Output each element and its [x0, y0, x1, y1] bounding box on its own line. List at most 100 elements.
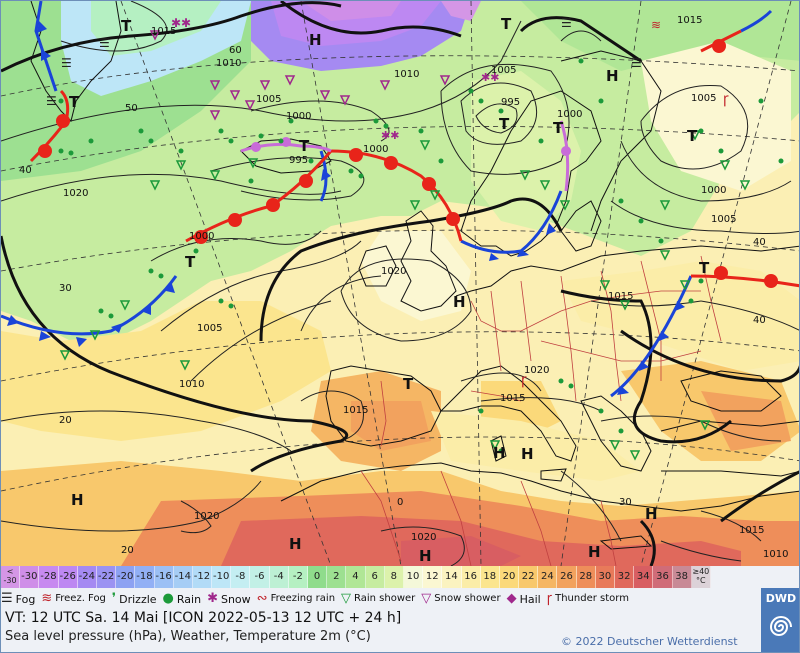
high-pressure-marker: H — [289, 535, 302, 553]
high-pressure-marker: H — [606, 67, 619, 85]
low-pressure-marker: T — [403, 375, 414, 393]
graticule — [1, 1, 799, 566]
svg-text:✱✱: ✱✱ — [171, 16, 191, 30]
high-pressure-marker: H — [453, 293, 466, 311]
legend-item-label: Snow shower — [434, 593, 501, 604]
latitude-label: 50 — [125, 103, 138, 114]
legend-item-label: Drizzle — [119, 592, 157, 606]
drizzle-icon: ❜ — [111, 591, 117, 606]
high-pressure-marker: H — [645, 505, 658, 523]
isobar-label: 1000 — [189, 231, 214, 242]
latitude-label: 40 — [19, 165, 32, 176]
scale-swatch: -6 — [250, 566, 270, 588]
scale-swatch: 2 — [327, 566, 347, 588]
isobar-label: 995 — [501, 97, 520, 108]
isobar-label: 1015 — [739, 525, 764, 536]
scale-swatch: -14 — [173, 566, 193, 588]
latitude-label: 0 — [397, 497, 403, 508]
svg-text:☰: ☰ — [631, 56, 642, 70]
scale-swatch: 20 — [499, 566, 520, 588]
thunderstorm-icon: ꞅ — [546, 591, 553, 606]
isobar-label: 1005 — [256, 94, 281, 105]
latitude-label: 40 — [753, 237, 766, 248]
scale-swatch: 32 — [615, 566, 635, 588]
dwd-spiral-icon — [769, 616, 792, 636]
legend-item-label: Fog — [15, 592, 36, 606]
high-pressure-marker: H — [309, 31, 322, 49]
high-pressure-marker: H — [521, 445, 534, 463]
svg-text:☰: ☰ — [561, 16, 572, 30]
scale-swatch: 36 — [653, 566, 673, 588]
isobars — [1, 1, 799, 566]
isobar-labels: 1015 1010 1005 1000 995 1000 995 1000 1005 1010 10… — [63, 15, 788, 560]
low-pressure-marker: T — [687, 127, 698, 145]
cold-fronts — [1, 1, 773, 398]
isobar-label: 1005 — [197, 323, 222, 334]
hail-icon: ◆ — [506, 591, 517, 606]
snow-icon: ✱ — [207, 591, 218, 606]
high-pressure-marker: H — [588, 543, 601, 561]
low-pressure-marker: T — [553, 119, 564, 137]
legend-item-snow: ✱ Snow — [207, 591, 251, 606]
isobar-label: 1015 — [151, 26, 176, 37]
warm-fronts — [29, 29, 799, 288]
svg-text:☰: ☰ — [46, 94, 57, 108]
low-pressure-marker: T — [185, 253, 196, 271]
scale-swatch: 16 — [461, 566, 481, 588]
low-pressure-marker: T — [501, 15, 512, 33]
isobar-label: 1005 — [691, 93, 716, 104]
svg-text:☰: ☰ — [61, 56, 72, 70]
occluded-fronts — [240, 120, 571, 192]
isobar-label: 1010 — [763, 549, 788, 560]
legend-item-fog: ☰ Fog — [1, 592, 36, 606]
scale-swatch: 12 — [423, 566, 443, 588]
svg-text:≋: ≋ — [651, 18, 661, 32]
isobar-label: 1020 — [194, 511, 219, 522]
high-pressure-marker: H — [71, 491, 84, 509]
scale-swatch: -16 — [154, 566, 174, 588]
isobar-label: 1020 — [411, 532, 436, 543]
legend-item-freezing-rain: ∾ Freezing rain — [256, 591, 336, 606]
scale-swatch: 8 — [384, 566, 404, 588]
legend-item-freezing-fog: ≋ Freez. Fog — [41, 591, 106, 606]
legend-item-label: Freezing rain — [270, 593, 336, 604]
scale-swatch: 10 — [403, 566, 424, 588]
scale-swatch: -10 — [212, 566, 232, 588]
dwd-logo[interactable]: DWD — [761, 588, 799, 652]
isobar-label: 1015 — [343, 405, 368, 416]
isobar-label: 1020 — [381, 266, 406, 277]
rain-icon: ● — [162, 591, 174, 606]
scale-swatch: -26 — [58, 566, 78, 588]
freezing-fog-icon: ≋ — [41, 591, 53, 606]
legend-item-label: Hail — [519, 592, 541, 606]
temperature-colour-scale: < -30 -30 -28 -26 -24 -22 -20 -18 -16 -14 -12 -10 -8… — [1, 566, 799, 588]
scale-swatch: -24 — [77, 566, 97, 588]
legend-item-label: Freez. Fog — [55, 593, 106, 604]
latitude-labels: 60 50 40 30 20 40 40 30 20 0 — [19, 45, 766, 556]
svg-text:ꞅ: ꞅ — [723, 91, 729, 107]
svg-text:✱✱: ✱✱ — [481, 71, 499, 84]
latitude-label: 60 — [229, 45, 242, 56]
scale-swatch: ≥40 °C — [691, 566, 711, 588]
latitude-label: 40 — [753, 315, 766, 326]
isobar-label: 1000 — [286, 111, 311, 122]
isobar-label: 1000 — [363, 144, 388, 155]
svg-text:✱✱: ✱✱ — [381, 129, 399, 142]
isobar-label: 1010 — [216, 58, 241, 69]
copyright-text: © 2022 Deutscher Wetterdienst — [561, 635, 738, 648]
scale-swatch: -22 — [96, 566, 117, 588]
scale-swatch: -18 — [135, 566, 155, 588]
scale-swatch: 14 — [442, 566, 462, 588]
legend-panel: < -30 -30 -28 -26 -24 -22 -20 -18 -16 -14 -12 -10 -8… — [1, 566, 799, 652]
isobar-label: 1015 — [500, 393, 525, 404]
legend-item-snow-shower: ▽ Snow shower — [421, 592, 501, 605]
svg-text:ꞅ: ꞅ — [521, 372, 527, 388]
valid-time-label: VT: 12 UTC Sa. 14 Mai [ICON 2022-05-13 1… — [5, 610, 402, 626]
freezing-rain-icon: ∾ — [256, 591, 268, 606]
weather-symbol-legend: ☰ Fog ≋ Freez. Fog ❜ Drizzle ● Rain ✱ Snow ∾ Freezi… — [1, 588, 761, 610]
scale-swatch: < -30 — [1, 566, 21, 588]
scale-swatch: -12 — [192, 566, 213, 588]
scale-swatch: -8 — [231, 566, 251, 588]
